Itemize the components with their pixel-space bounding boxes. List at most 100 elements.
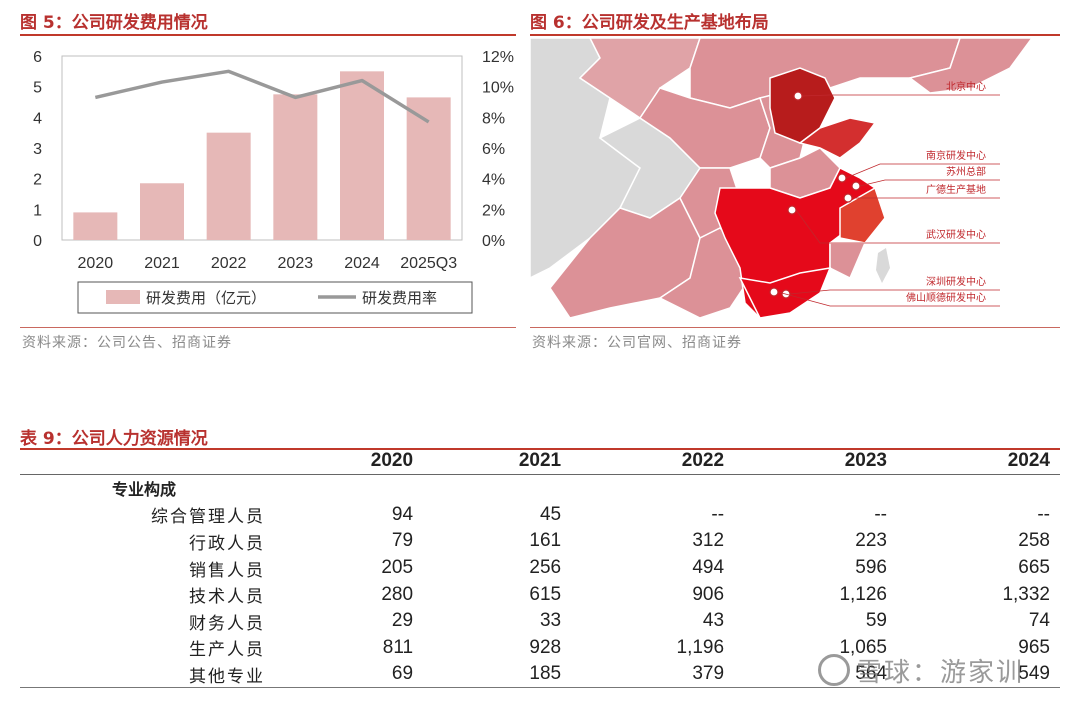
cell-value: 665 [1018, 557, 1050, 579]
fig5-title: 图 5：公司研发费用情况 [20, 13, 208, 33]
cell-value: 43 [702, 610, 725, 632]
right-tick-label: 4% [482, 172, 505, 189]
fig6-title: 图 6：公司研发及生产基地布局 [530, 13, 769, 33]
right-tick-label: 12% [482, 49, 514, 66]
cell-value: 1,196 [676, 636, 725, 658]
table-row: 生产人员 811 928 1,196 1,065 965 [20, 635, 1060, 662]
x-tick-label: 2021 [144, 255, 180, 272]
right-tick-label: 2% [482, 202, 505, 219]
fig5-title-rule [20, 34, 516, 36]
hr-table: 2020 2021 2022 2023 2024 专业构成 综合管理人员 94 45… [20, 448, 1060, 688]
cell-value: 161 [529, 530, 562, 552]
bar [206, 132, 251, 240]
cell-value: 965 [1018, 636, 1050, 658]
cell-value: 185 [529, 663, 562, 685]
bar [273, 94, 318, 240]
legend-line-label: 研发费用率 [362, 289, 437, 307]
row-label: 其他专业 [189, 666, 265, 687]
fig6-source: 资料来源：公司官网、招商证券 [532, 335, 742, 351]
table-row: 其他专业 69 185 379 564 549 [20, 661, 1060, 688]
header-year: 2023 [734, 448, 897, 475]
header-year: 2020 [275, 448, 424, 475]
left-tick-label: 1 [33, 202, 42, 219]
map-site-label: 南京研发中心 [926, 149, 986, 162]
table-row: 技术人员 280 615 906 1,126 1,332 [20, 581, 1060, 608]
table-row: 行政人员 79 161 312 223 258 [20, 528, 1060, 555]
left-tick-label: 5 [33, 80, 42, 97]
watermark-text: 雪球：游家训 [856, 658, 1025, 688]
map-shandong [798, 117, 877, 159]
cell-value: 94 [391, 503, 414, 525]
map-taiwan [876, 248, 890, 283]
row-label: 技术人员 [189, 587, 265, 608]
row-label: 生产人员 [189, 640, 265, 661]
cell-value: -- [874, 503, 887, 525]
cell-value: 205 [381, 557, 414, 579]
cell-value: 74 [1028, 610, 1050, 632]
map-site-label: 苏州总部 [946, 165, 986, 178]
xueqiu-logo-icon [818, 654, 850, 686]
cell-value: 494 [692, 557, 725, 579]
cell-value: 564 [855, 663, 887, 685]
legend-bar-swatch [106, 290, 140, 304]
table-row: 销售人员 205 256 494 596 665 [20, 555, 1060, 582]
cell-value: 223 [855, 530, 887, 552]
marker-wuhan [787, 205, 797, 215]
x-tick-label: 2023 [278, 255, 314, 272]
fig5-source-rule [20, 327, 516, 328]
cell-value: 69 [391, 663, 414, 685]
map-site-label: 北京中心 [946, 80, 986, 93]
marker-guangde [843, 193, 853, 203]
cell-value: -- [1037, 503, 1050, 525]
left-tick-label: 6 [33, 49, 42, 66]
cell-value: 59 [865, 610, 887, 632]
header-year: 2024 [897, 448, 1060, 475]
cell-value: 379 [692, 663, 725, 685]
group-label: 专业构成 [112, 480, 177, 500]
cell-value: 256 [529, 557, 562, 579]
cell-value: 33 [539, 610, 562, 632]
left-tick-label: 3 [33, 141, 42, 158]
map-site-label: 佛山顺德研发中心 [906, 291, 986, 304]
plot-frame [61, 55, 463, 241]
marker-foshan [769, 287, 779, 297]
bar [73, 212, 118, 240]
map-zhejiang [839, 186, 886, 244]
right-tick-label: 6% [482, 141, 505, 158]
cell-value: 1,126 [839, 583, 887, 605]
map-site-label: 武汉研发中心 [926, 228, 986, 241]
table-header-row: 2020 2021 2022 2023 2024 [20, 448, 1060, 475]
cell-value: 312 [692, 530, 725, 552]
table-row: 综合管理人员 94 45 -- -- -- [20, 502, 1060, 529]
rate-line [94, 69, 430, 124]
legend-box [77, 281, 473, 314]
rd-expense-chart: 6 5 4 3 2 1 0 12% 10% 8% 6% 4% 2% 0% 2020 2021 2022 202… [33, 49, 514, 314]
cell-value: 29 [391, 610, 414, 632]
marker-nanjing [837, 173, 847, 183]
cell-value: 1,065 [839, 636, 887, 658]
fig5-source: 资料来源：公司公告、招商证券 [22, 335, 232, 351]
cell-value: 79 [391, 530, 414, 552]
map-northeast [908, 38, 1032, 94]
x-tick-label: 2025Q3 [400, 255, 457, 272]
bar [406, 97, 451, 241]
cell-value: 596 [855, 557, 887, 579]
fig6-title-rule [530, 34, 1060, 36]
bar [140, 183, 184, 240]
x-tick-label: 2022 [211, 255, 247, 272]
cell-value: 615 [529, 583, 562, 605]
cell-value: 258 [1018, 530, 1050, 552]
header-year: 2022 [571, 448, 735, 475]
marker-beijing [793, 91, 803, 101]
table-row: 财务人员 29 33 43 59 74 [20, 608, 1060, 635]
bar [340, 71, 384, 240]
cell-value: 549 [1018, 663, 1050, 685]
left-tick-label: 2 [33, 172, 42, 189]
cell-value: 1,332 [1002, 583, 1050, 605]
watermark: 雪球：游家训 [818, 652, 1024, 689]
right-tick-label: 0% [482, 233, 505, 250]
table9-title: 表 9：公司人力资源情况 [20, 429, 208, 449]
header-year: 2021 [423, 448, 572, 475]
cell-value: 45 [539, 503, 562, 525]
